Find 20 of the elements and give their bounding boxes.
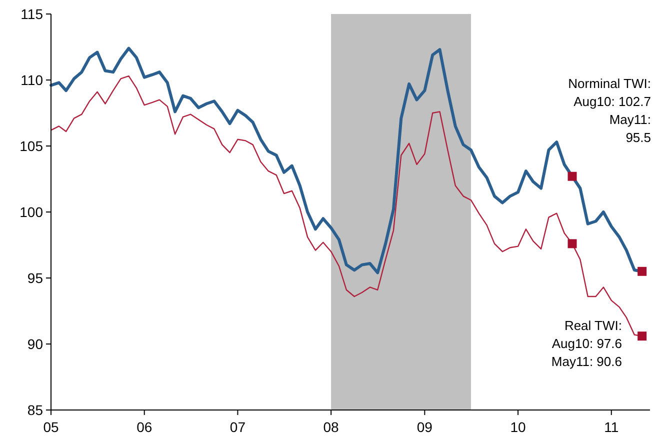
y-tick-label: 110 (20, 72, 44, 88)
x-tick-label: 11 (604, 419, 619, 435)
point (568, 239, 577, 248)
y-tick-label: 115 (20, 6, 44, 22)
x-tick-label: 06 (136, 419, 152, 435)
y-tick-label: 100 (20, 204, 44, 220)
annotation: Norminal TWI: Aug10: 102.7 May11: 95.5 (568, 76, 651, 145)
point (568, 172, 577, 181)
point (638, 266, 647, 276)
x-tick-label: 09 (416, 419, 433, 435)
x-tick-label: 07 (230, 419, 246, 435)
y-tick-label: 90 (27, 336, 44, 352)
point (638, 332, 647, 341)
x-tick-label: 08 (323, 419, 340, 435)
annotation: Real TWI: Aug10: 97.6 May11: 90.6 (551, 318, 622, 369)
y-tick-label: 95 (27, 270, 44, 286)
x-tick-label: 10 (510, 419, 526, 435)
y-tick-label: 85 (27, 402, 44, 418)
x-tick-label: 05 (43, 419, 59, 435)
y-tick-label: 105 (20, 138, 44, 154)
